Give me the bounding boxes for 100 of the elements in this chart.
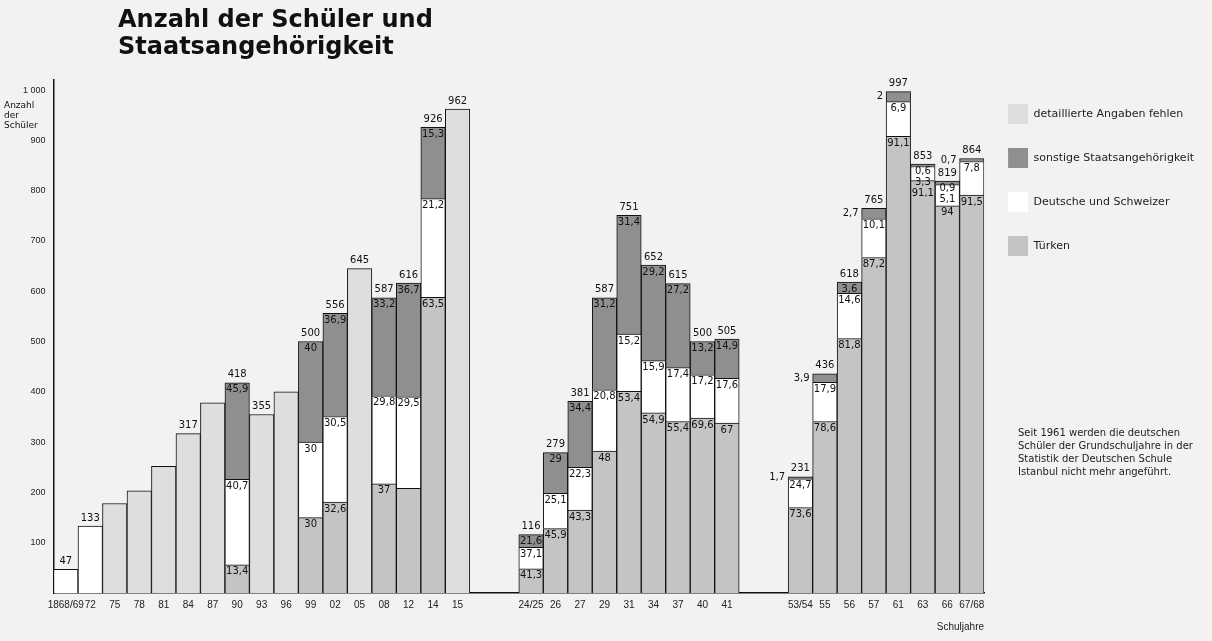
annotation: 5,1 bbox=[939, 192, 956, 204]
annotation: 3,9 bbox=[793, 371, 810, 383]
annotation: 29 bbox=[549, 453, 562, 465]
annotation: 40 bbox=[304, 342, 318, 354]
annotation: 24,7 bbox=[789, 479, 812, 491]
x-tick-label: 37 bbox=[672, 598, 684, 610]
annotation: 29,5 bbox=[397, 397, 420, 409]
total-label: 645 bbox=[350, 254, 370, 266]
total-label: 926 bbox=[423, 112, 443, 124]
x-tick-label: 41 bbox=[721, 598, 733, 610]
x-tick-label: 61 bbox=[892, 598, 905, 610]
annotation: 17,4 bbox=[666, 368, 690, 380]
x-tick-label: 14 bbox=[427, 598, 440, 610]
total-label: 436 bbox=[815, 359, 835, 371]
total-label: 133 bbox=[80, 511, 100, 523]
annotation: 33,2 bbox=[372, 298, 396, 310]
x-tick-label: 57 bbox=[868, 598, 880, 610]
total-label: 231 bbox=[790, 462, 810, 474]
total-label: 505 bbox=[717, 324, 737, 336]
annotation: 91,1 bbox=[887, 136, 910, 148]
total-label: 819 bbox=[937, 166, 957, 178]
y-tick-label: 300 bbox=[30, 436, 46, 447]
x-tick-label: 1868/69 bbox=[47, 598, 85, 610]
annotation: 29,8 bbox=[372, 396, 396, 408]
x-tick-label: 84 bbox=[182, 598, 195, 610]
annotation: 94 bbox=[940, 206, 954, 218]
annotation: 3,3 bbox=[914, 175, 931, 187]
annotation: 63,5 bbox=[421, 297, 445, 309]
annotation: 20,8 bbox=[593, 390, 616, 402]
y-tick-label: 400 bbox=[30, 386, 46, 397]
legend-label: Deutsche und Schweizer bbox=[1033, 194, 1170, 208]
total-label: 279 bbox=[545, 438, 566, 450]
annotation: 27,2 bbox=[666, 284, 690, 296]
x-tick-label: 05 bbox=[354, 598, 366, 610]
annotation: 37 bbox=[377, 484, 391, 496]
annotation: 37,1 bbox=[519, 547, 543, 559]
annotation: 1,7 bbox=[769, 471, 786, 483]
total-label: 317 bbox=[178, 419, 198, 431]
total-label: 765 bbox=[864, 193, 884, 205]
chart-title: Anzahl der Schüler und Staatsangehörigkeit bbox=[118, 5, 434, 62]
x-tick-label: 72 bbox=[84, 598, 97, 610]
annotation: 48 bbox=[598, 451, 611, 463]
y-tick-label: 200 bbox=[30, 486, 46, 497]
annotation: 2,7 bbox=[842, 207, 859, 219]
total-label: 615 bbox=[668, 269, 688, 281]
x-tick-label: 02 bbox=[329, 598, 342, 610]
total-label: 418 bbox=[227, 368, 247, 380]
x-tick-label: 99 bbox=[305, 598, 317, 610]
annotation: 45,9 bbox=[226, 383, 249, 395]
annotation: 15,9 bbox=[642, 361, 665, 373]
annotation: 73,6 bbox=[789, 508, 812, 520]
annotation: 22,3 bbox=[568, 467, 592, 479]
annotation: 0,9 bbox=[939, 181, 956, 193]
annotation: 15,3 bbox=[421, 127, 445, 139]
total-label: 864 bbox=[962, 144, 982, 156]
annotation: 13,4 bbox=[226, 565, 249, 577]
annotation: 14,6 bbox=[838, 293, 861, 305]
x-tick-label: 90 bbox=[231, 598, 244, 610]
annotation: 78,6 bbox=[813, 422, 837, 434]
annotation: 91,5 bbox=[960, 195, 983, 207]
x-tick-label: 96 bbox=[280, 598, 293, 610]
x-tick-label: 15 bbox=[452, 598, 464, 610]
annotation: 15,2 bbox=[617, 334, 641, 346]
annotation: 36,9 bbox=[324, 313, 347, 325]
text: Seit 1961 werden die deutschen Schüler der Grundschuljahre in der Statistik der Deutschen Schule Istanbul nicht mehr angeführt. bbox=[1018, 426, 1194, 478]
annotation: 0,6 bbox=[914, 164, 931, 176]
annotation: 0,7 bbox=[940, 153, 957, 165]
legend-label: Türken bbox=[1032, 238, 1071, 252]
total-label: 652 bbox=[643, 250, 664, 262]
total-label: 116 bbox=[521, 520, 541, 532]
annotation: 36,7 bbox=[397, 283, 420, 295]
x-axis-title: Schuljahre bbox=[936, 620, 985, 632]
annotation: 10,1 bbox=[862, 219, 885, 231]
total-label: 751 bbox=[619, 200, 639, 212]
annotation: 6,9 bbox=[890, 102, 907, 114]
y-tick-label: 1 000 bbox=[22, 84, 46, 95]
annotation: 2 bbox=[876, 90, 884, 102]
annotation: 53,4 bbox=[617, 391, 641, 403]
annotation: 91,1 bbox=[911, 186, 934, 198]
x-tick-label: 55 bbox=[819, 598, 831, 610]
x-tick-label: 12 bbox=[403, 598, 415, 610]
x-tick-label: 08 bbox=[378, 598, 391, 610]
annotation: 14,9 bbox=[715, 339, 739, 351]
annotation: 17,9 bbox=[813, 382, 837, 394]
total-label: 500 bbox=[692, 327, 712, 339]
annotation: 13,2 bbox=[691, 342, 714, 354]
total-label: 355 bbox=[252, 400, 272, 412]
annotation: 32,6 bbox=[324, 502, 347, 514]
annotation: 31,2 bbox=[593, 298, 616, 310]
total-label: 962 bbox=[448, 94, 468, 106]
y-tick-label: 900 bbox=[30, 134, 46, 145]
legend-label: detaillierte Angaben fehlen bbox=[1033, 106, 1184, 120]
annotation: 87,2 bbox=[862, 258, 885, 270]
legend-label: sonstige Staatsangehörigkeit bbox=[1033, 150, 1195, 164]
x-tick-label: 40 bbox=[696, 598, 709, 610]
annotation: 34,4 bbox=[568, 401, 592, 413]
annotation: 45,9 bbox=[544, 529, 567, 541]
total-label: 618 bbox=[839, 267, 859, 279]
x-tick-label: 29 bbox=[598, 598, 611, 610]
total-label: 47 bbox=[59, 554, 73, 566]
